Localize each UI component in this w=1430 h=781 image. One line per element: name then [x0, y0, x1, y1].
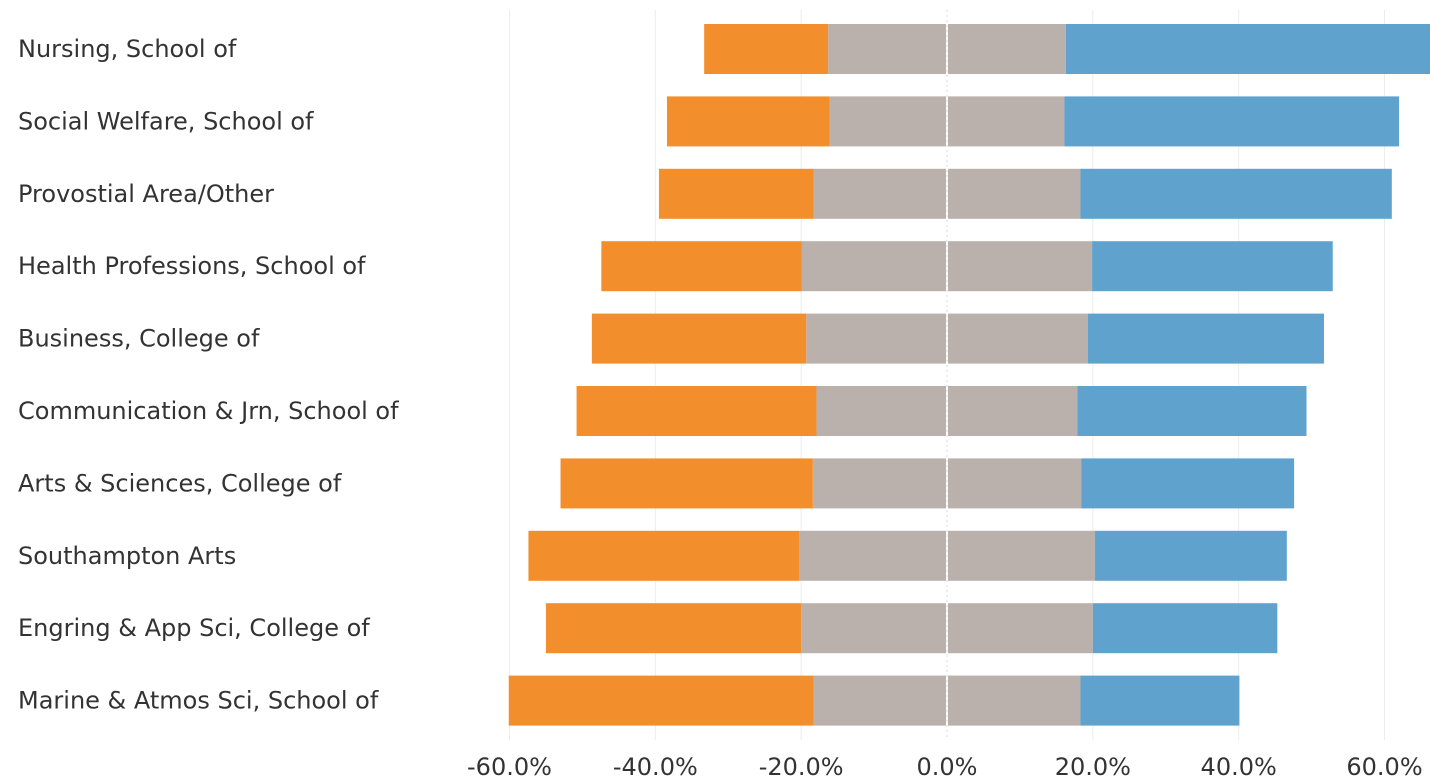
x-axis-ticks: -60.0% -40.0% -20.0% 0.0% 20.0% 40.0% 60.0% [467, 753, 1423, 781]
x-tick-label: 0.0% [917, 753, 978, 781]
bar-segment-neutral-positive [947, 313, 1088, 364]
bar-segment-positive [1087, 313, 1324, 364]
bar-segment-negative [658, 168, 814, 219]
bar-segment-positive [1092, 603, 1278, 654]
x-tick-label: 20.0% [1055, 753, 1131, 781]
bar-segment-neutral-negative [829, 96, 947, 147]
bar-segment-neutral-negative [801, 603, 947, 654]
category-label: Southampton Arts [18, 542, 236, 570]
x-tick-label: -40.0% [613, 753, 698, 781]
bar-segment-negative [666, 96, 830, 147]
bar-segment-positive [1065, 24, 1430, 74]
bar-segment-positive [1080, 168, 1392, 219]
category-labels: Nursing, School of Social Welfare, School… [18, 35, 399, 715]
x-tick-label: 60.0% [1346, 753, 1422, 781]
bar-segment-neutral-negative [798, 530, 947, 581]
bar-segment-negative [576, 386, 817, 436]
bar-segment-neutral-negative [813, 675, 947, 726]
category-label: Communication & Jrn, School of [18, 397, 399, 425]
category-label: Marine & Atmos Sci, School of [18, 687, 379, 715]
bar-segment-negative [560, 458, 813, 509]
bar-segment-neutral-positive [947, 603, 1093, 654]
category-label: Provostial Area/Other [18, 180, 274, 208]
category-label: Arts & Sciences, College of [18, 469, 342, 497]
bar-segment-neutral-negative [806, 313, 947, 364]
bar-segment-neutral-negative [816, 386, 947, 436]
bar-segment-negative [545, 603, 802, 654]
category-label: Nursing, School of [18, 35, 237, 63]
bar-segment-neutral-positive [947, 24, 1066, 74]
bar-segment-neutral-negative [813, 168, 947, 219]
bar-segment-neutral-positive [947, 386, 1078, 436]
category-label: Social Welfare, School of [18, 107, 314, 135]
x-tick-label: -20.0% [759, 753, 844, 781]
bar-segment-neutral-positive [947, 241, 1093, 292]
bar-segment-positive [1077, 386, 1307, 436]
bar-segment-neutral-negative [801, 241, 947, 292]
category-label: Business, College of [18, 325, 260, 353]
bar-segment-negative [528, 530, 799, 581]
bars [508, 24, 1430, 726]
bar-segment-negative [591, 313, 807, 364]
bar-segment-negative [704, 24, 829, 74]
bar-segment-neutral-positive [947, 530, 1096, 581]
bar-segment-positive [1095, 530, 1287, 581]
bar-segment-neutral-positive [947, 96, 1065, 147]
bar-segment-positive [1092, 241, 1333, 292]
bar-segment-neutral-negative [812, 458, 947, 509]
bar-segment-neutral-positive [947, 675, 1081, 726]
bar-segment-neutral-positive [947, 458, 1082, 509]
bar-segment-neutral-positive [947, 168, 1081, 219]
x-tick-label: -60.0% [467, 753, 552, 781]
bar-segment-positive [1064, 96, 1400, 147]
bar-segment-negative [601, 241, 802, 292]
x-tick-label: 40.0% [1201, 753, 1277, 781]
bar-segment-negative [508, 675, 814, 726]
bar-segment-positive [1081, 458, 1295, 509]
category-label: Health Professions, School of [18, 252, 366, 280]
category-label: Engring & App Sci, College of [18, 614, 370, 642]
bar-segment-positive [1080, 675, 1240, 726]
bar-segment-neutral-negative [828, 24, 947, 74]
